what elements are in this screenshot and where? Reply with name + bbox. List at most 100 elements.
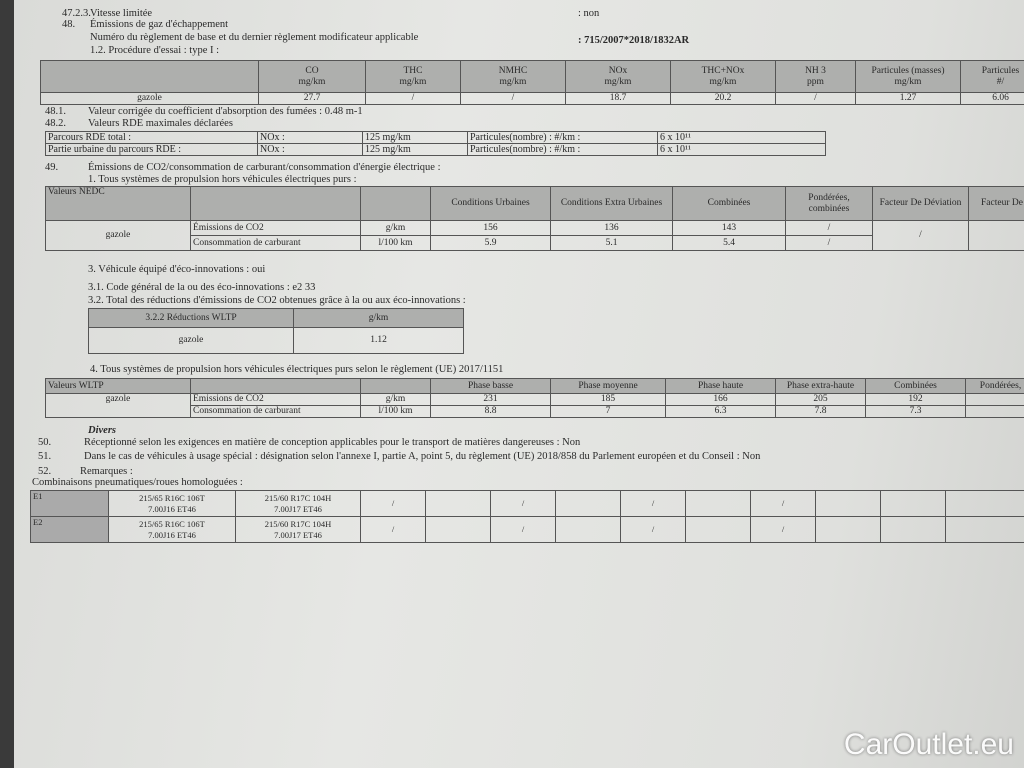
table-cell: 1.12 — [293, 327, 464, 354]
table-row: CO mg/km THC mg/km NMHC mg/km NOx mg/km THC+… — [40, 60, 1024, 93]
table-cell: 6 x 10¹¹ — [657, 131, 826, 144]
table-header-cell: Pondérées, — [965, 378, 1024, 394]
table-cell: 215/65 R16C 106T 7.00J16 ET46 — [108, 490, 236, 517]
table-cell: gazole — [40, 92, 259, 105]
table-header-cell: Valeurs NEDC — [45, 186, 191, 221]
table-cell: 1.27 — [855, 92, 961, 105]
section-title: Émissions de gaz d'échappement — [90, 19, 229, 30]
table-header-cell: Phase basse — [430, 378, 551, 394]
table-header-cell: Combinées — [865, 378, 966, 394]
label: Valeurs RDE maximales déclarées — [88, 118, 233, 129]
table-cell: l/100 km — [360, 405, 431, 418]
item-number: 47.2.3. — [62, 8, 91, 19]
header-nox: NOx mg/km — [565, 60, 671, 93]
reductions-table: 3.2.2 Réductions WLTP g/km gazole 1.12 — [88, 308, 464, 354]
item-number: 51. — [38, 451, 52, 462]
table-cell: 143 — [672, 220, 786, 236]
table-cell — [968, 220, 1024, 251]
table-row: gazole 1.12 — [88, 327, 464, 354]
table-cell — [880, 516, 946, 543]
table-header-cell: Conditions Extra Urbaines — [550, 186, 673, 221]
label: 4. Tous systèmes de propulsion hors véhi… — [90, 364, 504, 375]
table-cell: 6.06 — [960, 92, 1024, 105]
table-cell: 205 — [775, 393, 866, 406]
table-cell: 6 x 10¹¹ — [657, 143, 826, 156]
item-number: 52. — [38, 466, 52, 477]
table-cell: 8.8 — [430, 405, 551, 418]
table-cell: 20.2 — [670, 92, 776, 105]
table-cell: / — [365, 92, 461, 105]
table-cell — [880, 490, 946, 517]
item-number: 48.2. — [45, 118, 66, 129]
table-cell — [685, 490, 751, 517]
table-header-cell — [190, 186, 361, 221]
table-cell: 215/60 R17C 104H 7.00J17 ET46 — [235, 516, 361, 543]
table-row: Valeurs NEDC Conditions Urbaines Conditio… — [45, 186, 1024, 221]
item-number: 50. — [38, 437, 52, 448]
table-row: Consommation de carburant l/100 km 8.8 7 6.3… — [46, 405, 1024, 418]
item-number: 48.1. — [45, 106, 66, 117]
table-row: Consommation de carburant l/100 km 5.9 5.1 5… — [46, 235, 1024, 251]
label: Dans le cas de véhicules à usage spécial… — [84, 451, 761, 462]
table-cell: / — [620, 516, 686, 543]
table-row: Parcours RDE total : NOx :125 mg/km Partic… — [45, 131, 826, 144]
table-cell: 5.4 — [672, 235, 786, 251]
table-cell: 7.3 — [865, 405, 966, 418]
table-row: gazole Émissions de CO2 g/km 156 136 143// — [45, 220, 1024, 251]
table-row: gazole 27.7//18.7 20.2/1.27 6.06 — [40, 92, 1024, 105]
table-row: Partie urbaine du parcours RDE : NOx :125… — [45, 143, 826, 156]
table-header-cell: Phase extra-haute — [775, 378, 866, 394]
emissions-table: CO mg/km THC mg/km NMHC mg/km NOx mg/km THC+… — [40, 60, 1024, 105]
table-row: 3.2.2 Réductions WLTP g/km — [88, 308, 464, 328]
table-cell — [815, 490, 881, 517]
wltp-table: Valeurs WLTP Phase basse Phase moyenne Phas… — [45, 378, 1024, 418]
table-header-cell: Phase moyenne — [550, 378, 666, 394]
table-cell — [555, 490, 621, 517]
table-cell: 7.8 — [775, 405, 866, 418]
table-header-cell: 3.2.2 Réductions WLTP — [88, 308, 294, 328]
page-edge — [0, 0, 14, 768]
table-cell: / — [750, 516, 816, 543]
table-cell: 136 — [550, 220, 673, 236]
table-cell: 231 — [430, 393, 551, 406]
table-cell — [945, 516, 1024, 543]
table-cell: NOx : — [257, 131, 363, 144]
table-cell: / — [360, 490, 426, 517]
label: Valeur corrigée du coefficient d'absorpt… — [88, 106, 363, 117]
table-cell — [555, 516, 621, 543]
table-row: E1 215/65 R16C 106T 7.00J16 ET46 215/60 R17… — [30, 490, 1024, 517]
table-cell: 18.7 — [565, 92, 671, 105]
table-row: E2 215/65 R16C 106T 7.00J16 ET46 215/60 R17… — [30, 516, 1024, 543]
table-cell: / — [750, 490, 816, 517]
label: Vitesse limitée — [90, 8, 153, 19]
table-cell: Particules(nombre) : #/km : — [467, 143, 658, 156]
table-cell: 125 mg/km — [362, 131, 468, 144]
table-cell: / — [785, 235, 873, 251]
table-cell: E2 — [30, 516, 109, 543]
label: Numéro du règlement de base et du dernie… — [90, 32, 419, 43]
table-cell: 5.9 — [430, 235, 551, 251]
table-row: Valeurs WLTP Phase basse Phase moyenne Phas… — [45, 378, 1024, 394]
table-header-cell — [360, 378, 431, 394]
table-header-cell — [360, 186, 431, 221]
table-cell: 166 — [665, 393, 776, 406]
table-cell — [965, 393, 1024, 406]
table-cell: / — [490, 490, 556, 517]
table-cell: Parcours RDE total : — [45, 131, 258, 144]
table-cell: 7 — [550, 405, 666, 418]
table-cell — [685, 516, 751, 543]
table-cell: NOx : — [257, 143, 363, 156]
header-co: CO mg/km — [258, 60, 366, 93]
table-cell: Consommation de carburant — [190, 405, 361, 418]
table-cell: 27.7 — [258, 92, 366, 105]
table-cell: gazole — [88, 327, 294, 354]
header-nmhc: NMHC mg/km — [460, 60, 566, 93]
table-cell: / — [872, 220, 969, 251]
table-cell: Émissions de CO2 — [190, 220, 361, 236]
item-number: 48. — [62, 19, 76, 30]
table-header-cell — [40, 60, 259, 93]
table-cell: 6.3 — [665, 405, 776, 418]
table-cell: / — [785, 220, 873, 236]
table-header-cell: Facteur De — [968, 186, 1024, 221]
table-cell — [945, 490, 1024, 517]
